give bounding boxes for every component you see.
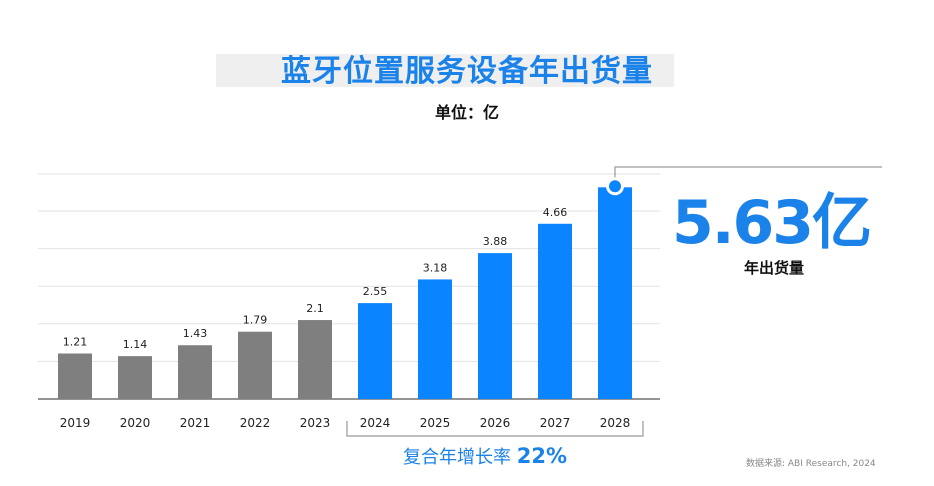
data-label-2026: 3.88	[483, 235, 508, 248]
data-label-2023: 2.1	[306, 302, 324, 315]
bar-2026	[478, 253, 512, 399]
data-labels: 1.21 1.14 1.43 1.79 2.1 2.55 3.18 3.88 4.66	[63, 206, 568, 351]
annotations	[346, 166, 882, 437]
bar-2023	[298, 320, 332, 399]
x-tick-labels: 2019 2020 2021 2022 2023 2024 2025 2026 2027 2028	[60, 416, 631, 430]
cagr-text: 复合年增长率	[403, 447, 511, 468]
bar-2021	[178, 345, 212, 399]
bar-2027	[538, 223, 572, 399]
highlight-caption: 年出货量	[744, 259, 805, 277]
data-label-2022: 1.79	[243, 314, 268, 327]
title-band	[216, 54, 674, 87]
x-tick-2024: 2024	[360, 416, 391, 430]
chart-title: 蓝牙位置服务设备年出货量	[281, 54, 653, 89]
x-tick-2021: 2021	[180, 416, 211, 430]
data-label-2021: 1.43	[183, 327, 208, 340]
bar-2020	[118, 356, 152, 399]
source-note: 数据来源: ABI Research, 2024	[746, 459, 876, 469]
x-tick-2019: 2019	[60, 416, 91, 430]
bar-2019	[58, 353, 92, 399]
data-label-2027: 4.66	[543, 206, 568, 219]
cagr-label: 复合年增长率 22%	[403, 443, 567, 469]
data-label-2020: 1.14	[123, 338, 148, 351]
highlight-value: 5.63亿	[672, 188, 872, 258]
x-tick-2022: 2022	[240, 416, 271, 430]
bar-2022	[238, 331, 272, 399]
x-tick-2020: 2020	[120, 416, 151, 430]
data-label-2024: 2.55	[363, 285, 388, 298]
data-label-2025: 3.18	[423, 261, 448, 274]
x-tick-2027: 2027	[540, 416, 571, 430]
unit-label: 单位：亿	[434, 103, 499, 122]
x-tick-2026: 2026	[480, 416, 511, 430]
bar-2024	[358, 303, 392, 399]
x-tick-2025: 2025	[420, 416, 451, 430]
data-label-2019: 1.21	[63, 336, 88, 349]
cagr-bracket	[346, 421, 644, 437]
bars	[58, 187, 632, 399]
highlight-marker	[609, 180, 621, 193]
x-tick-2028: 2028	[600, 416, 631, 430]
cagr-value: 22%	[516, 444, 567, 468]
callout-line	[614, 166, 882, 182]
bar-2028	[598, 187, 632, 399]
x-tick-2023: 2023	[300, 416, 331, 430]
bar-2025	[418, 279, 452, 399]
